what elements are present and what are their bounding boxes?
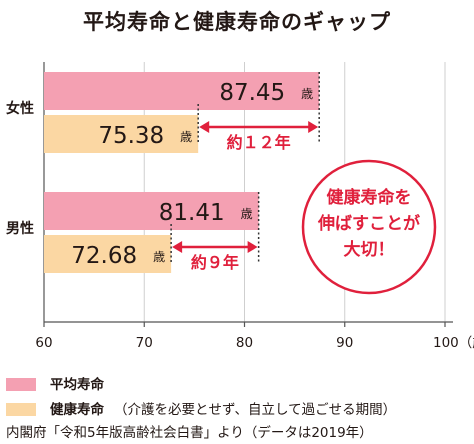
gap-arrow-head-left: [172, 241, 183, 253]
legend-note-healthy-life-expectancy: （介護を必要とせず、自立して過ごせる期間）: [114, 402, 397, 418]
gap-label: 約９年: [191, 253, 239, 272]
x-tick-label: 100（歳）: [433, 335, 474, 351]
data-label-life-expectancy: 81.41: [159, 200, 225, 226]
data-label-unit: 歳: [180, 130, 192, 144]
legend-label-healthy-life-expectancy: 健康寿命: [50, 402, 104, 418]
x-tick-label: 90: [336, 335, 353, 351]
category-label: 女性: [6, 100, 34, 117]
data-label-unit: 歳: [153, 250, 165, 264]
data-label-healthy-life-expectancy: 75.38: [98, 123, 164, 149]
source-note: 内閣府「令和5年版高齢社会白書」より（データは2019年）: [6, 425, 373, 441]
bar-healthy-life-expectancy: [44, 115, 199, 153]
data-label-unit: 歳: [301, 87, 313, 101]
bar-healthy-life-expectancy: [44, 235, 172, 273]
data-label-unit: 歳: [241, 207, 253, 221]
legend-swatch-healthy-life-expectancy: [6, 403, 36, 416]
data-label-healthy-life-expectancy: 72.68: [71, 243, 137, 269]
chart-title: 平均寿命と健康寿命のギャップ: [83, 10, 391, 34]
bar-life-expectancy: [44, 192, 259, 230]
legend-item-healthy-life-expectancy: 健康寿命 （介護を必要とせず、自立して過ごせる期間）: [6, 398, 396, 418]
x-tick-label: 80: [236, 335, 253, 351]
category-label: 男性: [6, 220, 34, 237]
bar-life-expectancy: [44, 72, 320, 110]
gap-arrow-head-left: [199, 121, 210, 133]
callout-text: 健康寿命を: [327, 187, 412, 208]
callout-circle: [301, 159, 437, 295]
gap-label: 約１２年: [227, 133, 291, 152]
legend-swatch-life-expectancy: [6, 378, 36, 391]
x-tick-label: 60: [35, 335, 52, 351]
legend-item-life-expectancy: 平均寿命: [6, 373, 114, 393]
x-tick-label: 70: [136, 335, 153, 351]
gap-arrow-head-right: [247, 241, 258, 253]
gap-arrow-head-right: [308, 121, 319, 133]
callout-text: 伸ばすことが: [317, 213, 420, 234]
legend-label-life-expectancy: 平均寿命: [50, 377, 104, 393]
callout-text: 大切！: [344, 239, 395, 260]
data-label-life-expectancy: 87.45: [219, 80, 285, 106]
